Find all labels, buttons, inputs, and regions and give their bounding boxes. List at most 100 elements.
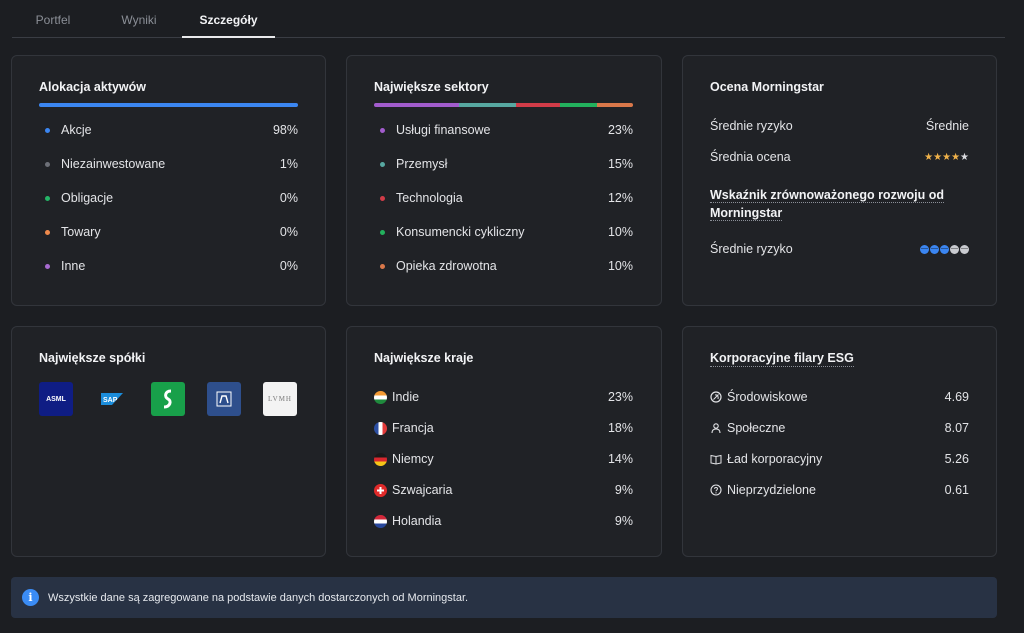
list-item: Nieprzydzielone 0.61	[710, 481, 969, 499]
sustainability-row: Średnie ryzyko	[710, 240, 969, 258]
asml-logo[interactable]: ASML	[39, 382, 73, 416]
largest-sectors-card: Największe sektory Usługi finansowe 23% …	[346, 55, 662, 306]
list-item: Indie 23%	[374, 388, 633, 406]
bar-segment	[516, 103, 561, 107]
germany-flag-icon	[374, 452, 387, 466]
item-label: Usługi finansowe	[396, 123, 491, 137]
card-title: Ocena Morningstar	[710, 80, 824, 94]
item-label: Obligacje	[61, 191, 114, 205]
item-label: Konsumencki cykliczny	[396, 225, 525, 239]
item-label: Towary	[61, 225, 101, 239]
book-icon	[710, 454, 722, 465]
list-item: Obligacje 0%	[39, 189, 298, 207]
list-item: Środowiskowe 4.69	[710, 388, 969, 406]
bullet-dot	[45, 263, 50, 269]
sectors-bar	[374, 103, 633, 107]
bullet-dot	[45, 195, 50, 201]
question-icon	[710, 484, 722, 496]
info-banner: i Wszystkie dane są zagregowane na podst…	[11, 577, 997, 618]
globe-icon	[950, 244, 959, 254]
item-label: Francja	[392, 421, 434, 435]
item-label: Społeczne	[727, 421, 786, 435]
person-icon	[711, 423, 721, 434]
largest-countries-card: Największe kraje Indie 23% Francja 18% N…	[346, 326, 662, 557]
sustainability-title[interactable]: Wskaźnik zrównoważonego rozwoju od Morni…	[710, 188, 945, 221]
globe-icon	[930, 244, 939, 254]
item-value: 10%	[607, 225, 633, 239]
item-label: Akcje	[61, 123, 92, 137]
info-icon: i	[22, 589, 39, 606]
list-item: Holandia 9%	[374, 512, 633, 530]
list-item: Usługi finansowe 23%	[374, 121, 633, 139]
leaf-icon	[710, 391, 722, 403]
item-value: 98%	[272, 123, 298, 137]
risk-row: Średnie ryzyko Średnie	[710, 117, 969, 135]
list-item: Ład korporacyjny 5.26	[710, 450, 969, 468]
bullet-dot	[45, 229, 50, 235]
item-value: 9%	[614, 514, 633, 528]
bullet-dot	[380, 161, 385, 167]
list-item: Towary 0%	[39, 223, 298, 241]
item-label: Holandia	[392, 514, 442, 528]
item-label: Inne	[61, 259, 86, 273]
item-value: 23%	[607, 390, 633, 404]
asset-allocation-card: Alokacja aktywów Akcje 98% Niezainwestow…	[11, 55, 326, 306]
tab-szczegoly[interactable]: Szczegóły	[182, 0, 275, 38]
risk-value: Średnie	[925, 119, 969, 133]
list-item: Niemcy 14%	[374, 450, 633, 468]
list-item: Szwajcaria 9%	[374, 481, 633, 499]
star-icon: ★	[942, 151, 952, 163]
globe-icon	[960, 244, 969, 254]
tab-wyniki[interactable]: Wyniki	[121, 13, 157, 27]
item-label: Ład korporacyjny	[727, 452, 823, 466]
item-label: Niemcy	[392, 452, 434, 466]
bar-segment	[596, 103, 633, 107]
star-rating: ★★★★★	[924, 152, 969, 163]
item-value: 0%	[279, 259, 298, 273]
card-title[interactable]: Korporacyjne filary ESG	[710, 351, 854, 367]
tab-bar: Portfel Wyniki Szczegóły	[12, 0, 1005, 38]
list-item: Francja 18%	[374, 419, 633, 437]
info-text: Wszystkie dane są zagregowane na podstaw…	[48, 591, 469, 604]
item-value: 15%	[607, 157, 633, 171]
item-value: 12%	[607, 191, 633, 205]
rating-label: Średnia ocena	[710, 150, 791, 164]
bar-segment	[374, 103, 460, 107]
india-flag-icon	[374, 390, 387, 404]
morningstar-rating-card: Ocena Morningstar Średnie ryzyko Średnie…	[682, 55, 997, 306]
lvmh-logo[interactable]: LVMH	[263, 382, 297, 416]
svg-text:SAP: SAP	[103, 397, 118, 404]
list-item: Przemysł 15%	[374, 155, 633, 173]
novo-logo[interactable]	[207, 382, 241, 416]
largest-companies-card: Największe spółki ASML SAP LVMH	[11, 326, 326, 557]
bullet-dot	[380, 263, 385, 269]
globe-icon	[920, 244, 929, 254]
item-value: 9%	[614, 483, 633, 497]
list-item: Opieka zdrowotna 10%	[374, 257, 633, 275]
list-item: Akcje 98%	[39, 121, 298, 139]
bar-segment	[459, 103, 517, 107]
item-value: 8.07	[944, 421, 969, 435]
item-value: 10%	[607, 259, 633, 273]
item-value: 14%	[607, 452, 633, 466]
rating-row: Średnia ocena ★★★★★	[710, 148, 969, 166]
star-icon: ★	[933, 151, 943, 163]
item-value: 23%	[607, 123, 633, 137]
item-value: 0%	[279, 191, 298, 205]
card-title: Alokacja aktywów	[39, 80, 146, 94]
list-item: Niezainwestowane 1%	[39, 155, 298, 173]
list-item: Technologia 12%	[374, 189, 633, 207]
item-value: 18%	[607, 421, 633, 435]
card-title: Największe sektory	[374, 80, 489, 94]
bullet-dot	[45, 127, 50, 133]
list-item: Inne 0%	[39, 257, 298, 275]
item-value: 1%	[279, 157, 298, 171]
item-label: Przemysł	[396, 157, 448, 171]
schneider-logo[interactable]	[151, 382, 185, 416]
card-title: Największe spółki	[39, 351, 146, 365]
globe-rating	[920, 244, 969, 254]
tab-portfel[interactable]: Portfel	[35, 13, 71, 27]
item-label: Opieka zdrowotna	[396, 259, 497, 273]
item-value: 0.61	[944, 483, 969, 497]
sap-logo[interactable]: SAP	[95, 382, 129, 416]
